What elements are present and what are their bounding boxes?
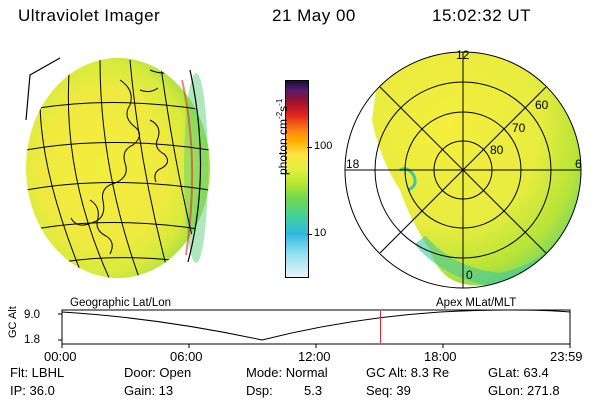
door-status: Door: Open [124, 365, 192, 380]
geographic-earth-image [25, 57, 210, 278]
timeline-xtick: 12:00 [298, 349, 331, 364]
colorbar-label-100: 100 [314, 140, 333, 152]
instrument-title: Ultraviolet Imager [18, 6, 161, 25]
ip-status: IP: 36.0 [10, 383, 55, 398]
mode-status: Mode: Normal [246, 365, 328, 380]
timeline-ytick-max: 9.0 [24, 309, 40, 321]
timeline-xtick: 23:59 [550, 349, 583, 364]
glat-status: GLat: 63.4 [488, 365, 549, 380]
timeline-xtick: 00:00 [44, 349, 77, 364]
glon-status: GLon: 271.8 [488, 383, 560, 398]
mlat-label-70: 70 [512, 121, 526, 135]
timeline-xtick: 06:00 [170, 349, 203, 364]
timeline-xtick: 18:00 [424, 349, 457, 364]
seq-status: Seq: 39 [366, 383, 411, 398]
dsp-value: 5.3 [304, 383, 323, 398]
mlt-label-18: 18 [346, 157, 360, 171]
time-label: 15:02:32 UT [432, 6, 532, 25]
geographic-panel-label: Geographic Lat/Lon [70, 297, 172, 309]
dsp-label: Dsp: [246, 383, 273, 398]
timeline-yaxis-label: GC Alt [7, 306, 19, 338]
mlat-label-60: 60 [535, 98, 549, 112]
mlt-label-0: 0 [466, 268, 473, 282]
date-label: 21 May 00 [272, 6, 356, 25]
filter-status: Flt: LBHL [10, 365, 65, 380]
colorbar-tick [307, 147, 312, 148]
polar-mlat-mlt-image [344, 51, 582, 289]
altitude-timeline [58, 309, 571, 348]
gain-status: Gain: 13 [124, 383, 174, 398]
colorbar-label-10: 10 [314, 227, 327, 239]
gc-alt-status: GC Alt: 8.3 Re [366, 365, 450, 380]
mlt-label-6: 6 [575, 157, 582, 171]
mlat-label-80: 80 [490, 143, 504, 157]
timeline-ytick-min: 1.8 [24, 334, 40, 346]
apex-panel-label: Apex MLat/MLT [436, 297, 517, 309]
colorbar-unit: photon cm-2s-1 [275, 98, 290, 175]
colorbar-tick [307, 234, 312, 235]
mlt-label-12: 12 [456, 48, 470, 62]
intensity-colorbar [285, 80, 309, 278]
